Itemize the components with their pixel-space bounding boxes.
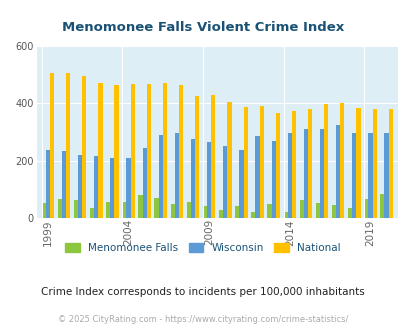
Bar <box>179 85 183 218</box>
Bar <box>41 203 46 218</box>
Bar <box>175 133 179 218</box>
Bar <box>106 202 110 218</box>
Bar <box>388 110 392 218</box>
Bar <box>74 200 78 218</box>
Bar <box>363 199 367 218</box>
Bar <box>98 83 102 218</box>
Bar <box>122 202 126 218</box>
Bar <box>207 142 211 218</box>
Bar <box>367 133 372 218</box>
Bar <box>78 155 82 218</box>
Bar <box>356 108 360 218</box>
Bar <box>335 125 339 218</box>
Bar <box>259 106 263 218</box>
Bar <box>287 133 291 218</box>
Bar <box>158 135 162 218</box>
Bar <box>379 194 384 218</box>
Bar <box>319 129 323 218</box>
Bar <box>195 96 199 218</box>
Bar <box>291 111 295 218</box>
Bar <box>146 84 151 218</box>
Bar <box>62 151 66 218</box>
Bar <box>90 208 94 218</box>
Text: Menomonee Falls Violent Crime Index: Menomonee Falls Violent Crime Index <box>62 21 343 34</box>
Bar <box>154 198 158 218</box>
Bar <box>227 102 231 218</box>
Bar <box>339 103 343 218</box>
Bar <box>162 82 166 218</box>
Text: © 2025 CityRating.com - https://www.cityrating.com/crime-statistics/: © 2025 CityRating.com - https://www.city… <box>58 315 347 324</box>
Bar <box>384 133 388 218</box>
Bar <box>190 139 195 218</box>
Bar <box>251 212 255 218</box>
Bar <box>66 73 70 218</box>
Bar <box>202 206 207 218</box>
Bar <box>323 104 328 218</box>
Bar <box>331 205 335 218</box>
Bar <box>239 150 243 218</box>
Bar <box>315 203 319 218</box>
Bar <box>347 208 352 218</box>
Bar <box>50 73 54 218</box>
Bar <box>255 136 259 218</box>
Bar <box>211 95 215 218</box>
Bar <box>299 200 303 218</box>
Bar <box>267 204 271 218</box>
Bar <box>138 195 142 218</box>
Bar <box>223 146 227 218</box>
Legend: Menomonee Falls, Wisconsin, National: Menomonee Falls, Wisconsin, National <box>61 239 344 257</box>
Bar <box>186 202 190 218</box>
Bar <box>352 133 356 218</box>
Bar <box>130 84 134 218</box>
Bar <box>283 212 287 218</box>
Text: Crime Index corresponds to incidents per 100,000 inhabitants: Crime Index corresponds to incidents per… <box>41 287 364 297</box>
Bar <box>126 158 130 218</box>
Bar <box>142 148 146 218</box>
Bar <box>82 76 86 218</box>
Bar <box>307 109 311 218</box>
Bar <box>94 156 98 218</box>
Bar <box>170 204 175 218</box>
Bar <box>110 158 114 218</box>
Bar <box>218 210 223 218</box>
Bar <box>275 114 279 218</box>
Bar <box>58 199 62 218</box>
Bar <box>46 150 50 218</box>
Bar <box>303 129 307 218</box>
Bar <box>243 107 247 218</box>
Bar <box>234 206 239 218</box>
Bar <box>372 110 376 218</box>
Bar <box>271 141 275 218</box>
Bar <box>114 85 118 218</box>
